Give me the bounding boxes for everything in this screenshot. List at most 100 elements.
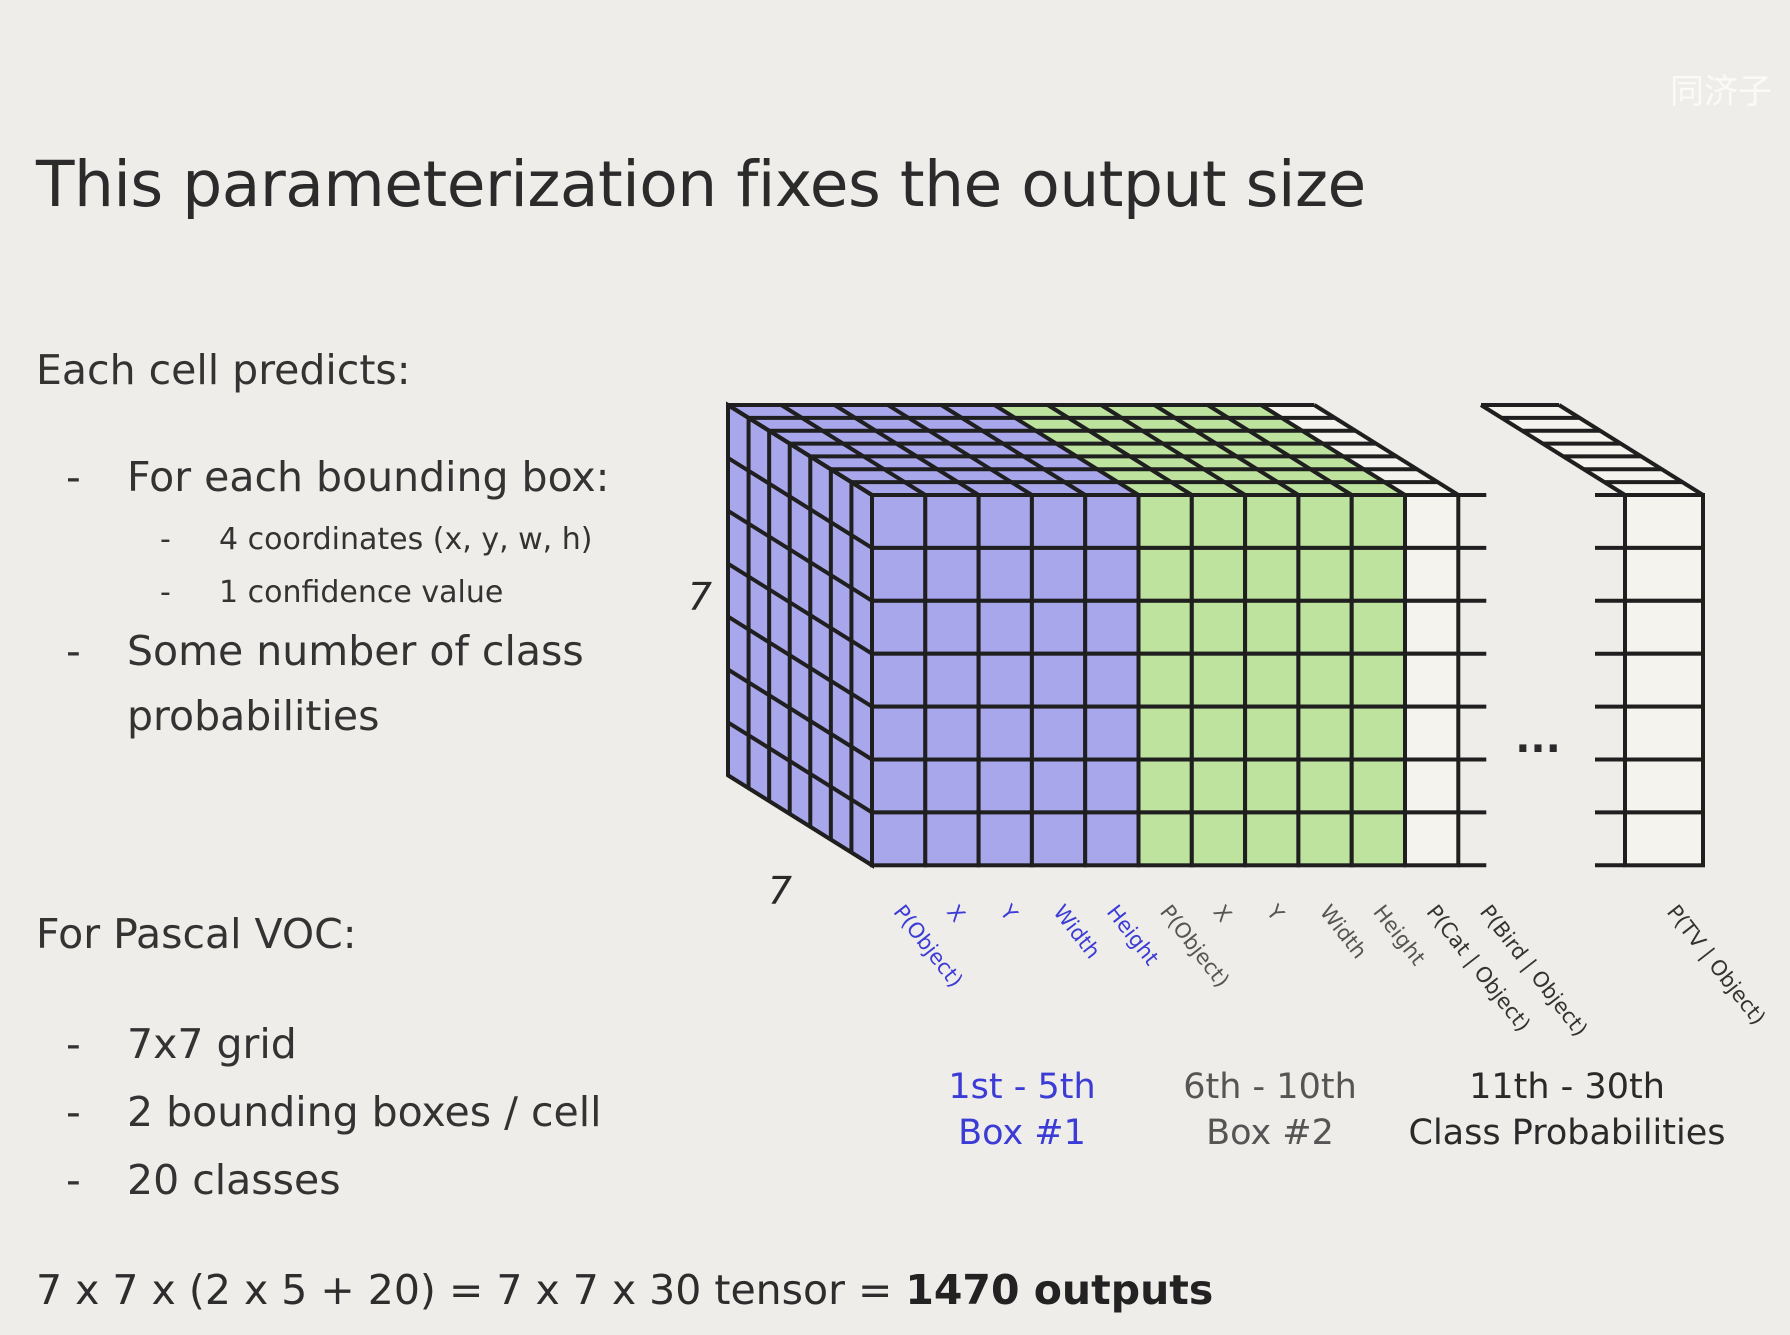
tensor-side-gridline <box>726 667 874 762</box>
tensor-cell <box>1403 598 1461 656</box>
tensor-cell <box>1349 598 1407 656</box>
bullet-dash: - <box>66 627 81 675</box>
tensor-cell <box>1189 651 1248 709</box>
tensor-cell <box>1083 757 1141 815</box>
tensor-cell <box>1243 545 1301 603</box>
tensor-cell <box>1189 810 1248 868</box>
tensor-top-gridline <box>1153 403 1300 497</box>
channel-label: Height <box>1368 900 1430 969</box>
voc-item: 7x7 grid <box>127 1020 297 1068</box>
tensor-cell <box>923 545 981 603</box>
pascal-voc-heading: For Pascal VOC: <box>36 910 357 958</box>
tensor-cell <box>1349 757 1407 815</box>
tensor-top-face <box>1207 405 1405 495</box>
sub-bullet-coordinates: 4 coordinates (x, y, w, h) <box>219 522 593 557</box>
voc-item: 20 classes <box>127 1156 341 1204</box>
tensor-cell <box>1243 704 1301 762</box>
channel-label: Y <box>1261 900 1289 926</box>
group-label-box1-line1: 1st - 5th <box>948 1067 1096 1107</box>
bullet-bounding-box: For each bounding box: <box>127 453 610 501</box>
tensor-cell <box>1029 810 1088 868</box>
tensor-cell <box>1243 598 1301 656</box>
tensor-top-face <box>728 405 926 495</box>
tensor-cell <box>923 810 981 868</box>
tensor-cell <box>1189 704 1248 762</box>
tensor-cell <box>976 704 1034 762</box>
last-slice-cell <box>1623 704 1705 762</box>
tensor-cell <box>870 757 928 815</box>
tensor-cell <box>923 493 981 550</box>
tensor-cell <box>1136 598 1194 656</box>
tensor-cell <box>1296 493 1354 550</box>
sub-bullet-dash: - <box>160 575 171 610</box>
tensor-top-gridline <box>886 403 1033 497</box>
sub-bullet-dash: - <box>160 522 171 557</box>
tensor-cell <box>870 598 928 656</box>
last-slice-cell <box>1623 493 1705 550</box>
tensor-cell <box>976 545 1034 603</box>
tensor-top-face <box>1101 405 1299 495</box>
height-dimension-label: 7 <box>688 575 712 619</box>
tensor-cell <box>1243 651 1301 709</box>
slide-title: This parameterization fixes the output s… <box>36 148 1366 221</box>
tensor-top-gridline <box>833 403 980 497</box>
tensor-side-gridline <box>726 614 874 709</box>
tensor-cell <box>1403 810 1461 868</box>
group-label-box2-line1: 6th - 10th <box>1183 1067 1357 1107</box>
tensor-top-gridline <box>940 403 1087 497</box>
tensor-side-gridline <box>726 720 874 815</box>
tensor-cell <box>976 757 1034 815</box>
tensor-cell <box>1083 545 1141 603</box>
bullet-dash: - <box>66 1020 81 1068</box>
watermark: 同济子 <box>1670 72 1772 112</box>
tensor-cell <box>923 757 981 815</box>
tensor-cell <box>870 651 928 709</box>
tensor-side-gridline <box>726 456 874 550</box>
tensor-cell <box>1189 757 1248 815</box>
tensor-top-gridline <box>1046 403 1193 497</box>
tensor-cell <box>1403 651 1461 709</box>
channel-label: P(TV | Object) <box>1661 900 1770 1030</box>
tensor-top-face <box>1261 405 1459 495</box>
last-slice-cell <box>1623 598 1705 656</box>
tensor-top-gridline <box>993 403 1140 497</box>
tensor-cell <box>1189 545 1248 603</box>
tensor-cell <box>1029 493 1088 550</box>
group-label-classes-line2: Class Probabilities <box>1408 1113 1726 1153</box>
channel-label: Y <box>995 900 1023 926</box>
tensor-cell <box>1083 704 1141 762</box>
tensor-cell <box>1136 545 1194 603</box>
tensor-top-face <box>834 405 1032 495</box>
tensor-cell <box>1296 810 1354 868</box>
bullet-dash: - <box>66 1156 81 1204</box>
channel-label: Width <box>1315 900 1371 963</box>
tensor-cell <box>976 493 1034 550</box>
cell-predicts-heading: Each cell predicts: <box>36 346 411 394</box>
bullet-dash: - <box>66 453 81 501</box>
tensor-cell <box>870 704 928 762</box>
last-slice-top-face <box>1481 405 1703 495</box>
tensor-cell <box>1403 757 1461 815</box>
tensor-top-face <box>781 405 979 495</box>
tensor-top-face <box>887 405 1086 495</box>
last-slice-top-gridline <box>1557 403 1705 497</box>
channel-label: X <box>1209 900 1237 926</box>
group-label-box2-line2: Box #2 <box>1206 1113 1334 1153</box>
tensor-cell <box>976 651 1034 709</box>
tensor-cell <box>1136 651 1194 709</box>
tensor-cell <box>1136 493 1194 550</box>
bullet-class-probabilities-line1: Some number of class <box>127 627 584 675</box>
tensor-top-face <box>1154 405 1352 495</box>
tensor-cell <box>1189 493 1248 550</box>
group-label-classes-line1: 11th - 30th <box>1469 1067 1665 1107</box>
tensor-cell <box>1083 493 1141 550</box>
last-slice-cell <box>1623 810 1705 868</box>
tensor-cell <box>870 493 928 550</box>
tensor-cell <box>1136 757 1194 815</box>
tensor-cell <box>1349 651 1407 709</box>
tensor-cell <box>1136 704 1194 762</box>
tensor-cell <box>1029 545 1088 603</box>
tensor-formula: 7 x 7 x (2 x 5 + 20) = 7 x 7 x 30 tensor… <box>36 1266 1213 1314</box>
tensor-cell <box>1083 810 1141 868</box>
